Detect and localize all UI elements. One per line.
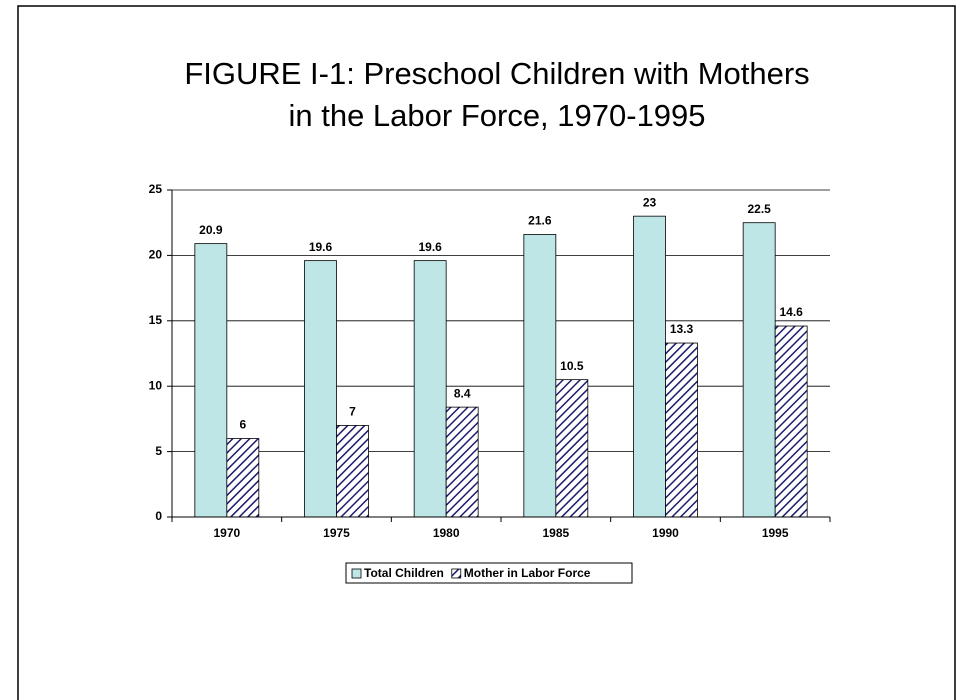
data-label: 22.5 [747,202,771,216]
data-label: 19.6 [309,240,333,254]
bar [226,438,260,518]
legend-box [345,562,633,584]
data-label: 23 [643,195,657,209]
data-label: 8.4 [454,386,471,400]
bar [304,260,337,518]
bar [633,215,666,518]
chart-title: FIGURE I-1: Preschool Children with Moth… [184,56,809,91]
y-tick-label: 0 [155,509,162,523]
data-label: 7 [349,405,356,419]
legend-swatch [351,568,362,579]
data-label: 21.6 [528,214,552,228]
x-tick-label: 1975 [323,526,350,540]
data-label: 10.5 [560,359,584,373]
chart-title: in the Labor Force, 1970-1995 [288,98,705,133]
x-tick-label: 1970 [213,526,240,540]
y-tick-label: 5 [155,444,162,458]
bar [774,325,808,518]
x-tick-label: 1995 [762,526,789,540]
y-tick-label: 10 [149,378,163,392]
y-tick-label: 15 [149,313,163,327]
bar [445,406,479,518]
slide-frame [17,5,956,700]
x-tick-label: 1985 [542,526,569,540]
bar [523,234,557,518]
y-tick-label: 25 [149,182,163,196]
bar [336,425,369,518]
data-label: 6 [239,418,246,432]
bar [194,243,228,518]
bar [665,342,698,518]
x-tick-label: 1990 [652,526,679,540]
bar [413,260,447,518]
legend-swatch [451,568,462,579]
data-label: 14.6 [779,305,803,319]
legend-label: Mother in Labor Force [464,566,591,580]
x-tick-label: 1980 [433,526,460,540]
data-label: 19.6 [418,240,442,254]
y-tick-label: 20 [149,248,163,262]
plot-area [172,190,830,517]
bar [555,379,589,518]
data-label: 13.3 [670,322,694,336]
bar [742,222,776,518]
legend-label: Total Children [364,566,444,580]
data-label: 20.9 [199,223,223,237]
